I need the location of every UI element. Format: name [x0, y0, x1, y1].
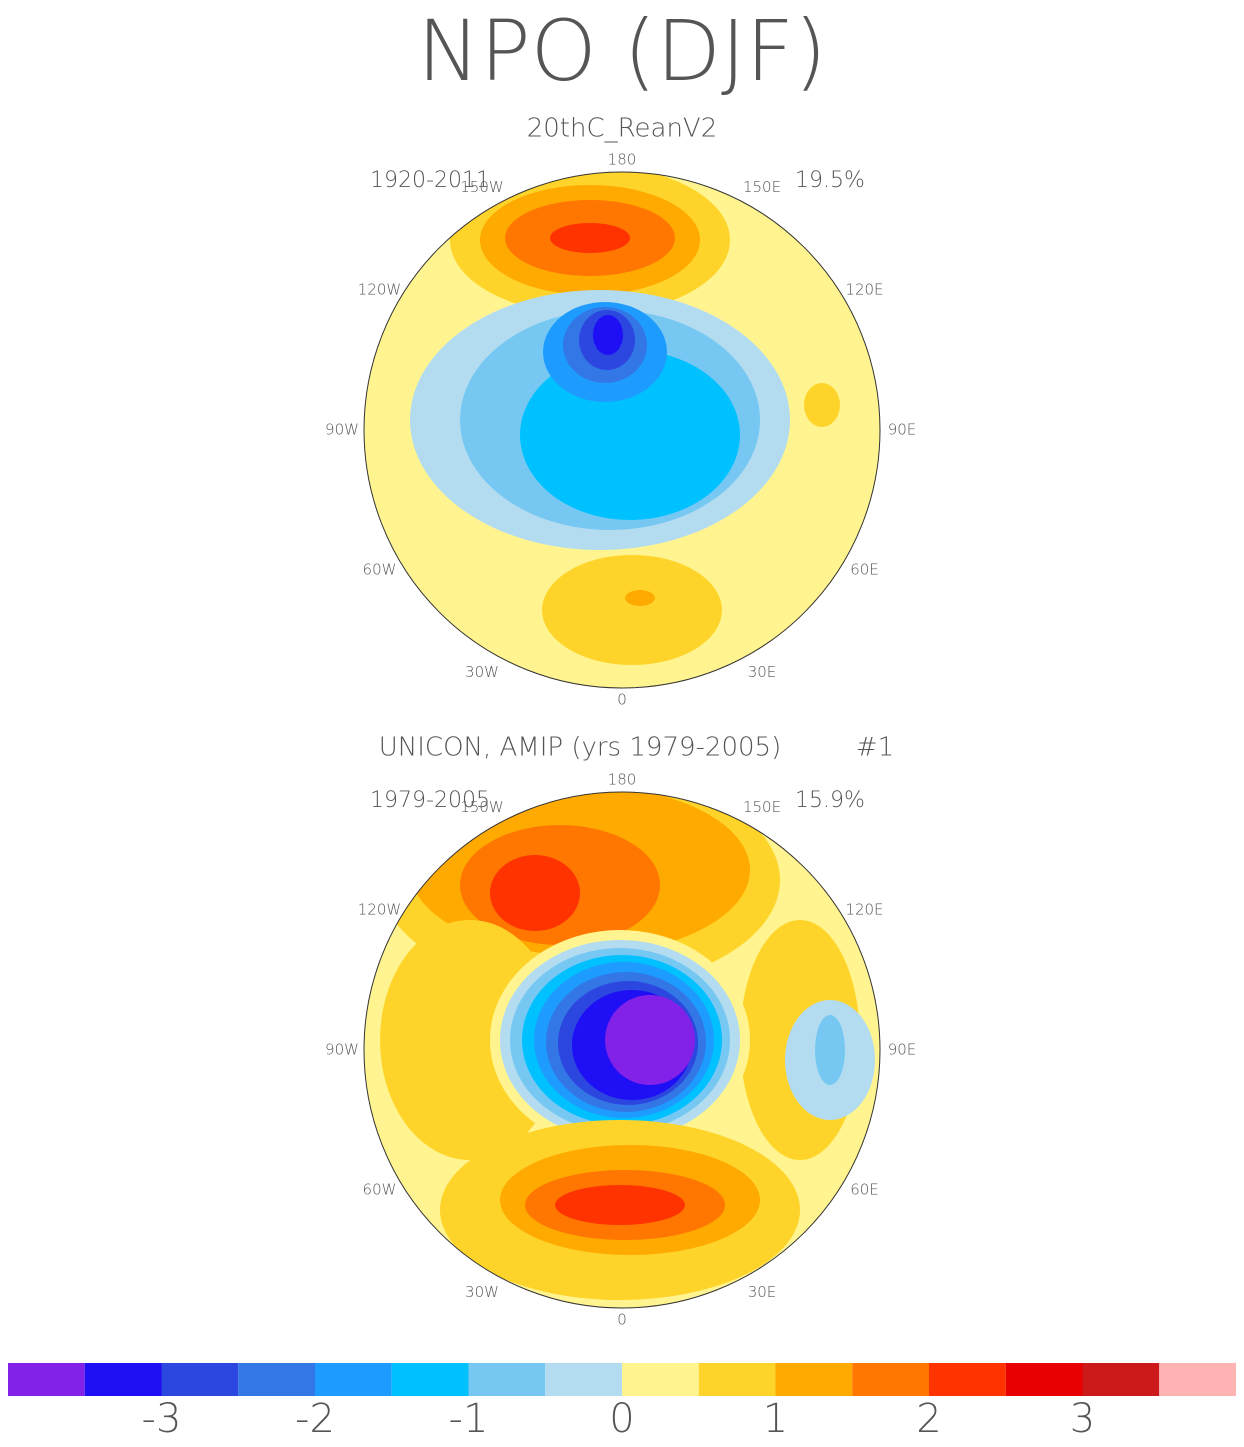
colorbar-box	[84, 1363, 162, 1396]
longitude-label: 180	[608, 151, 637, 169]
longitude-label: 120E	[845, 281, 883, 299]
longitude-label: 30W	[465, 663, 499, 681]
longitude-label: 120W	[358, 901, 401, 919]
colorbar-box	[1082, 1363, 1160, 1396]
panel-variance: 15.9%	[795, 788, 865, 813]
colorbar-box	[468, 1363, 546, 1396]
longitude-label: 90W	[325, 421, 359, 439]
colorbar-box	[238, 1363, 315, 1396]
longitude-label: 150W	[460, 178, 503, 196]
colorbar-label: 0	[609, 1396, 634, 1442]
longitude-label: 0	[617, 1311, 627, 1329]
longitude-label: 150W	[460, 798, 503, 816]
contour	[815, 1015, 845, 1085]
longitude-label: 60E	[850, 1181, 879, 1199]
longitude-label: 30E	[748, 1283, 777, 1301]
colorbar-box	[698, 1363, 776, 1396]
longitude-label: 150E	[743, 178, 781, 196]
contour	[625, 590, 655, 606]
title: NPO (DJF)	[417, 2, 827, 100]
colorbar-box	[622, 1363, 699, 1396]
panel-subtitle: 20thC_ReanV2	[527, 114, 718, 144]
longitude-label: 60E	[850, 561, 879, 579]
contour	[542, 555, 722, 665]
colorbar-box	[852, 1363, 929, 1396]
colorbar-label: -1	[449, 1396, 489, 1442]
contour	[555, 1185, 685, 1225]
colorbar-box	[161, 1363, 239, 1396]
colorbar-label: -3	[142, 1396, 182, 1442]
colorbar-box	[929, 1363, 1006, 1396]
panel-subtitle: UNICON, AMIP (yrs 1979-2005)	[379, 733, 781, 763]
panel-variance: 19.5%	[795, 168, 865, 193]
map-border	[363, 171, 881, 689]
contour	[490, 855, 580, 931]
panel-run: #1	[856, 733, 894, 763]
colorbar-box	[8, 1363, 85, 1396]
map	[364, 792, 880, 1308]
map-border	[363, 791, 881, 1309]
colorbar-label: 3	[1070, 1396, 1095, 1442]
longitude-label: 150E	[743, 798, 781, 816]
colorbar-label: 2	[916, 1396, 941, 1442]
longitude-label: 0	[617, 691, 627, 709]
longitude-label: 60W	[363, 561, 397, 579]
longitude-label: 90W	[325, 1041, 359, 1059]
colorbar-box	[545, 1363, 622, 1396]
panel-period: 1979-2005	[370, 788, 490, 813]
longitude-label: 30W	[465, 1283, 499, 1301]
map	[364, 172, 880, 688]
longitude-label: 90E	[888, 421, 917, 439]
colorbar-box	[315, 1363, 392, 1396]
colorbar-label: -2	[295, 1396, 335, 1442]
contour	[605, 995, 695, 1085]
colorbar-label: 1	[763, 1396, 788, 1442]
longitude-label: 90E	[888, 1041, 917, 1059]
contour	[550, 223, 630, 253]
longitude-label: 120W	[358, 281, 401, 299]
panel-period: 1920-2011	[370, 168, 490, 193]
colorbar-box	[775, 1363, 853, 1396]
colorbar-box	[1159, 1363, 1236, 1396]
longitude-label: 60W	[363, 1181, 397, 1199]
longitude-label: 120E	[845, 901, 883, 919]
colorbar-box	[1005, 1363, 1083, 1396]
contour	[593, 315, 623, 355]
contour	[804, 383, 840, 427]
longitude-label: 30E	[748, 663, 777, 681]
colorbar-box	[391, 1363, 469, 1396]
longitude-label: 180	[608, 771, 637, 789]
